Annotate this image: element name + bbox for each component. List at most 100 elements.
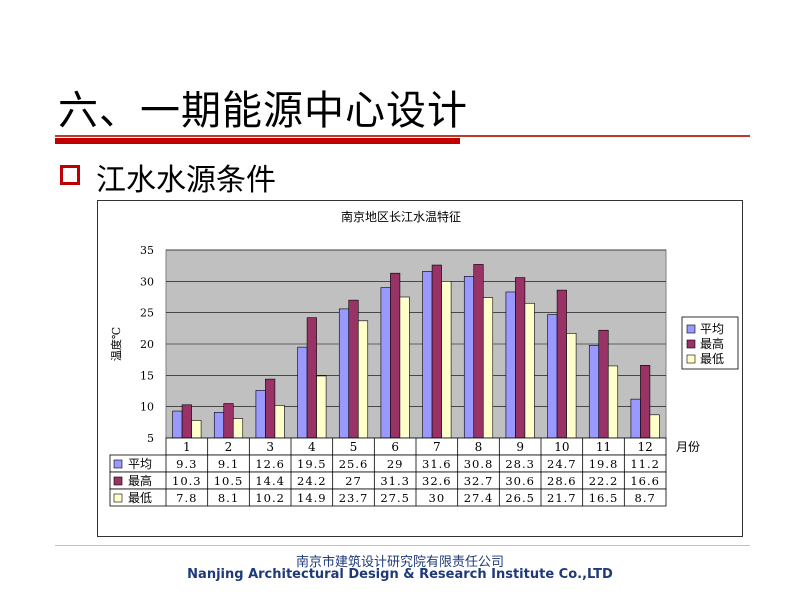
bar-最低-1 [191, 420, 202, 439]
legend-label-最低: 最低 [700, 352, 724, 366]
bar-平均-4 [297, 346, 308, 439]
table-legend-key [113, 459, 123, 469]
table-category-label: 8 [475, 440, 483, 454]
bar-最低-5 [357, 320, 369, 439]
table-category-label: 6 [391, 440, 399, 454]
bar-平均-6 [380, 287, 391, 439]
y-tick-label: 15 [140, 369, 154, 382]
table-category-label: 12 [638, 440, 653, 454]
table-value: 8.7 [635, 491, 656, 505]
table-category-label: 2 [225, 440, 233, 454]
table-value: 26.5 [505, 491, 535, 505]
bar-最高-5 [348, 299, 359, 439]
bar-最高-10 [556, 289, 567, 439]
table-value: 27.5 [380, 491, 410, 505]
table-value: 32.6 [422, 474, 452, 488]
bar-最高-12 [640, 365, 651, 439]
table-category-label: 7 [433, 440, 441, 454]
legend-key-最低 [686, 354, 696, 364]
table-category-label: 11 [596, 440, 611, 454]
footer-company-cn: 南京市建筑设计研究院有限责任公司 [295, 555, 504, 570]
bar-最低-10 [566, 333, 577, 439]
bar-平均-7 [422, 271, 433, 439]
footer-rule [55, 545, 750, 546]
table-series-name: 最高 [128, 473, 152, 488]
table-category-label: 9 [516, 440, 524, 454]
bar-最高-6 [390, 272, 401, 439]
table-value: 21.7 [547, 491, 577, 505]
bar-平均-3 [255, 390, 266, 439]
table-value: 30.6 [505, 474, 535, 488]
bar-最高-4 [306, 317, 317, 439]
bar-最高-9 [515, 277, 526, 439]
legend-key-平均 [686, 324, 696, 334]
y-tick-label: 5 [147, 432, 154, 445]
bar-平均-1 [172, 410, 183, 439]
table-value: 32.7 [464, 474, 494, 488]
table-value: 14.4 [255, 474, 285, 488]
table-value: 7.8 [176, 491, 197, 505]
bar-最低-3 [274, 405, 285, 439]
table-series-name: 最低 [128, 491, 152, 505]
table-series-name: 平均 [128, 457, 152, 471]
bullet-square-icon [60, 165, 80, 185]
bar-平均-2 [213, 412, 225, 439]
bar-平均-9 [505, 291, 516, 439]
table-value: 10.5 [214, 474, 244, 488]
table-value: 11.2 [630, 457, 660, 471]
bar-平均-10 [547, 314, 558, 439]
y-tick-label: 25 [140, 307, 154, 320]
table-value: 24.7 [547, 457, 577, 471]
table-value: 29 [387, 457, 404, 471]
title-rule-thick [55, 138, 460, 144]
table-value: 8.1 [218, 491, 239, 505]
y-tick-label: 30 [140, 275, 154, 288]
table-value: 14.9 [297, 491, 327, 505]
y-tick-label: 35 [140, 244, 154, 257]
y-tick-label: 10 [140, 401, 154, 414]
bullet-text: 江水水源条件 [96, 163, 276, 198]
slide-title: 六、一期能源中心设计 [58, 88, 468, 134]
bar-最低-2 [232, 418, 244, 439]
table-value: 28.6 [547, 474, 577, 488]
bar-最高-11 [598, 329, 609, 439]
table-legend-key [113, 493, 123, 503]
legend-label-最高: 最高 [700, 336, 724, 351]
chart-title: 南京地区长江水温特征 [341, 209, 461, 224]
legend-key-最高 [686, 339, 696, 349]
table-value: 23.7 [339, 491, 369, 505]
y-tick-label: 20 [140, 338, 154, 351]
table-value: 22.2 [589, 474, 619, 488]
bar-平均-12 [630, 398, 641, 439]
bar-最低-9 [524, 302, 535, 439]
bar-最低-7 [441, 281, 452, 439]
table-value: 12.6 [255, 457, 285, 471]
legend-label-平均: 平均 [700, 322, 724, 336]
table-value: 19.8 [589, 457, 619, 471]
table-value: 30.8 [464, 457, 494, 471]
table-value: 30 [429, 491, 446, 505]
bar-平均-8 [463, 276, 475, 439]
table-category-label: 1 [183, 440, 191, 454]
table-value: 16.6 [630, 474, 660, 488]
table-value: 28.3 [505, 457, 535, 471]
bar-最低-8 [482, 297, 494, 439]
bar-最低-4 [316, 375, 327, 439]
chart-frame: 南京地区长江水温特征 5 10 15 20 25 30 35 温度℃ 1 2 3 4 5 6 7 8 9 10 11 1… [97, 200, 743, 537]
bar-最低-11 [607, 365, 619, 439]
bar-最高-1 [181, 404, 192, 439]
table-value: 31.6 [422, 457, 452, 471]
bar-最高-3 [265, 378, 276, 439]
table-category-label: 5 [350, 440, 358, 454]
bar-最低-12 [649, 414, 660, 439]
table-value: 10.2 [255, 491, 285, 505]
bar-最低-6 [399, 296, 410, 439]
table-value: 31.3 [380, 474, 410, 488]
bar-最高-2 [223, 403, 234, 439]
x-axis-label: 月份 [676, 440, 700, 454]
table-value: 19.5 [297, 457, 327, 471]
bar-最高-8 [473, 264, 484, 439]
table-value: 16.5 [589, 491, 619, 505]
table-value: 25.6 [339, 457, 369, 471]
table-category-label: 3 [266, 440, 274, 454]
